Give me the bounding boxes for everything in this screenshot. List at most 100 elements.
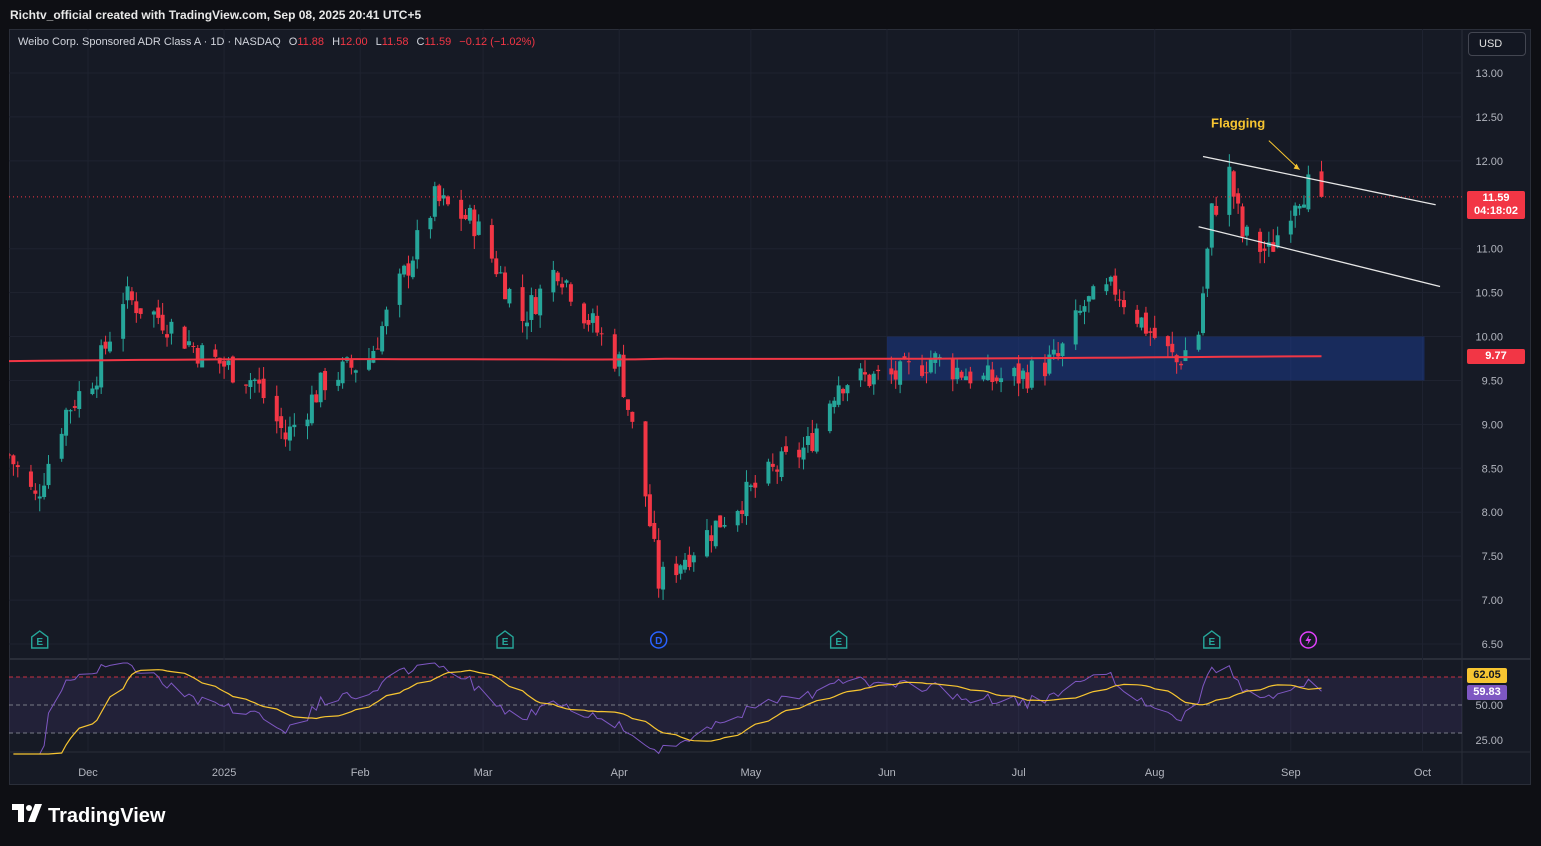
candle-body[interactable] (353, 370, 358, 373)
candle-body[interactable] (994, 377, 999, 382)
symbol-name[interactable]: Weibo Corp. Sponsored ADR Class A · 1D ·… (18, 36, 281, 48)
candle-body[interactable] (538, 288, 543, 316)
candle-body[interactable] (862, 372, 867, 375)
candle-body[interactable] (1236, 193, 1241, 204)
candle-body[interactable] (985, 365, 990, 381)
flag-lower-trendline[interactable] (1198, 226, 1441, 288)
candle-body[interactable] (230, 356, 235, 383)
candle-body[interactable] (898, 361, 903, 385)
candle-body[interactable] (783, 446, 788, 452)
candle-body[interactable] (652, 522, 657, 539)
candle-body[interactable] (160, 314, 165, 331)
earnings-icon[interactable] (1203, 630, 1221, 649)
candle-body[interactable] (318, 372, 323, 403)
candle-body[interactable] (1078, 310, 1083, 313)
candle-body[interactable] (494, 258, 499, 275)
candle-body[interactable] (533, 297, 538, 314)
candle-body[interactable] (37, 496, 42, 499)
candle-body[interactable] (1196, 334, 1201, 350)
candle-body[interactable] (94, 385, 99, 390)
candle-body[interactable] (713, 520, 718, 547)
candle-body[interactable] (165, 334, 170, 338)
candle-body[interactable] (503, 272, 508, 300)
candle-body[interactable] (524, 322, 529, 327)
rsi-ma-line[interactable] (13, 669, 1322, 755)
candle-body[interactable] (252, 379, 257, 381)
dividend-icon[interactable] (649, 631, 668, 649)
candle-body[interactable] (156, 307, 161, 318)
candle-body[interactable] (814, 428, 819, 452)
candle-body[interactable] (950, 358, 955, 380)
candle-body[interactable] (1121, 300, 1126, 308)
candle-body[interactable] (551, 269, 556, 293)
candle-body[interactable] (805, 436, 810, 445)
candle-body[interactable] (375, 348, 380, 350)
candle-body[interactable] (1240, 206, 1245, 237)
candle-body[interactable] (380, 326, 385, 352)
candle-body[interactable] (463, 214, 468, 219)
tradingview-logo[interactable]: TradingView (12, 804, 165, 828)
candle-body[interactable] (582, 303, 587, 324)
candle-body[interactable] (129, 291, 134, 301)
candle-body[interactable] (213, 349, 218, 357)
candle-body[interactable] (621, 354, 626, 398)
candle-body[interactable] (195, 348, 200, 364)
candle-body[interactable] (656, 540, 661, 589)
candle-body[interactable] (748, 485, 753, 487)
candle-body[interactable] (1214, 205, 1219, 215)
candle-body[interactable] (1209, 203, 1214, 248)
candle-body[interactable] (309, 394, 314, 424)
candle-body[interactable] (1091, 286, 1096, 300)
candle-body[interactable] (349, 359, 354, 368)
candle-body[interactable] (46, 463, 51, 486)
candle-body[interactable] (1051, 349, 1056, 355)
candle-body[interactable] (647, 494, 652, 527)
candle-body[interactable] (292, 424, 297, 428)
candle-body[interactable] (1021, 370, 1026, 379)
candle-body[interactable] (1262, 248, 1267, 251)
candle-body[interactable] (1293, 205, 1298, 216)
candle-body[interactable] (770, 463, 775, 467)
candle-body[interactable] (1016, 363, 1021, 384)
candle-body[interactable] (1060, 343, 1065, 357)
candle-body[interactable] (775, 469, 780, 472)
candle-body[interactable] (498, 272, 503, 274)
candle-body[interactable] (990, 369, 995, 382)
candle-body[interactable] (1271, 242, 1276, 252)
candle-body[interactable] (963, 376, 968, 381)
candle-body[interactable] (630, 411, 635, 422)
candle-body[interactable] (314, 394, 319, 403)
event-flash-icon[interactable] (1299, 631, 1318, 649)
candle-body[interactable] (801, 447, 806, 460)
candle-body[interactable] (902, 356, 907, 359)
candle-body[interactable] (595, 315, 600, 333)
candle-body[interactable] (489, 225, 494, 259)
candle-body[interactable] (827, 403, 832, 432)
earnings-icon[interactable] (31, 630, 49, 649)
candle-body[interactable] (151, 311, 156, 315)
flagging-annotation[interactable]: Flagging (1211, 115, 1265, 130)
candle-body[interactable] (42, 485, 47, 498)
candle-body[interactable] (753, 482, 758, 488)
earnings-icon[interactable] (829, 630, 848, 649)
candle-body[interactable] (1117, 299, 1122, 301)
candle-body[interactable] (1113, 275, 1118, 295)
candle-body[interactable] (704, 530, 709, 557)
candle-body[interactable] (9, 454, 11, 456)
candle-body[interactable] (920, 365, 925, 376)
candle-body[interactable] (1108, 276, 1113, 282)
candle-body[interactable] (744, 481, 749, 517)
earnings-icon[interactable] (496, 630, 514, 649)
candle-body[interactable] (432, 186, 437, 217)
candle-body[interactable] (1165, 336, 1170, 347)
candle-body[interactable] (1104, 284, 1109, 292)
candle-body[interactable] (244, 384, 249, 386)
candle-body[interactable] (248, 380, 253, 388)
candle-body[interactable] (766, 461, 771, 484)
candle-body[interactable] (999, 378, 1004, 383)
candle-body[interactable] (15, 465, 20, 468)
candle-body[interactable] (1244, 226, 1249, 236)
candle-body[interactable] (1082, 306, 1087, 312)
candle-body[interactable] (437, 185, 442, 202)
candle-body[interactable] (661, 566, 666, 590)
